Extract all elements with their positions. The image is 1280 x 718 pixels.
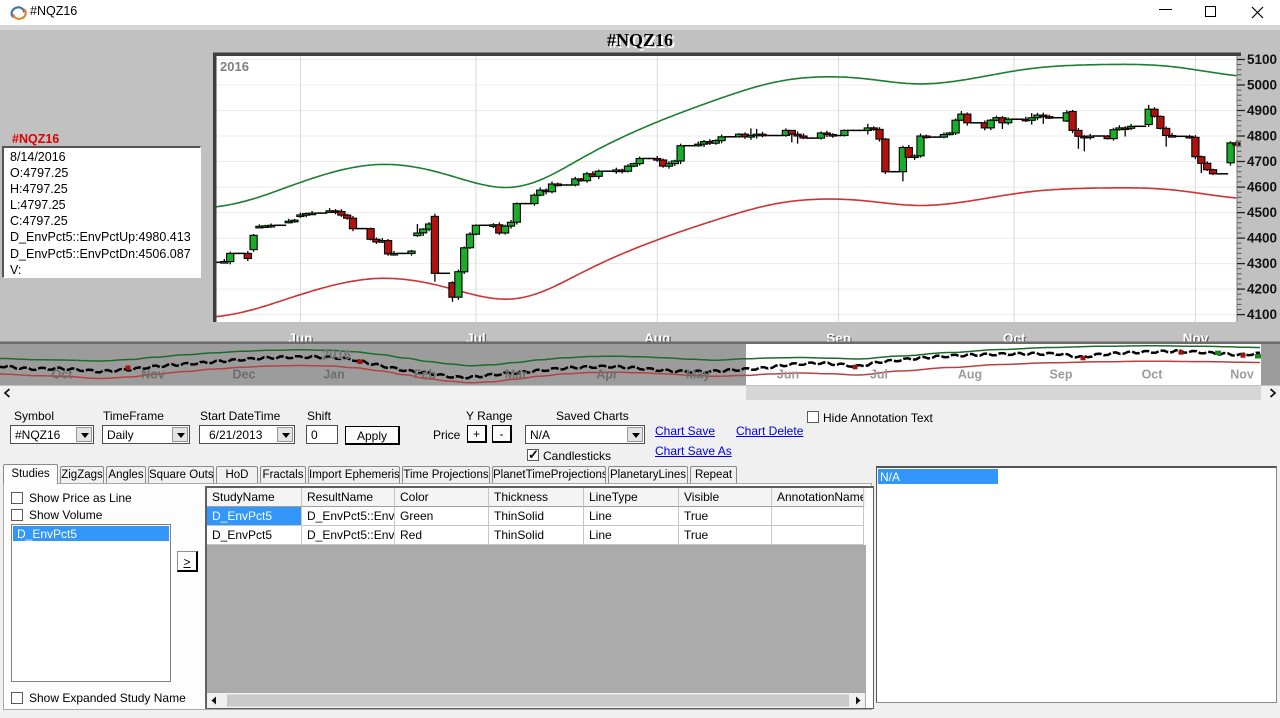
svg-text:4100: 4100	[1247, 307, 1277, 322]
svg-text:Dec: Dec	[233, 368, 256, 382]
svg-text:Feb: Feb	[414, 368, 437, 382]
svg-text:Nov: Nov	[141, 368, 165, 382]
svg-text:4300: 4300	[1247, 256, 1277, 271]
svg-text:Apr: Apr	[596, 368, 618, 382]
svg-text:2016: 2016	[220, 59, 249, 74]
svg-text:2016: 2016	[322, 347, 351, 362]
svg-text:4700: 4700	[1247, 154, 1277, 169]
svg-text:4900: 4900	[1247, 103, 1277, 118]
svg-text:4200: 4200	[1247, 282, 1277, 297]
svg-text:Jul: Jul	[870, 368, 888, 382]
svg-text:Jun: Jun	[777, 368, 799, 382]
svg-text:Oct: Oct	[52, 368, 74, 382]
svg-text:4600: 4600	[1247, 180, 1277, 195]
svg-text:Aug: Aug	[958, 368, 982, 382]
svg-text:4400: 4400	[1247, 231, 1277, 246]
svg-text:Nov: Nov	[1230, 368, 1254, 382]
svg-text:Sep: Sep	[1050, 368, 1073, 382]
svg-text:Jan: Jan	[323, 368, 345, 382]
svg-text:4500: 4500	[1247, 205, 1277, 220]
svg-text:4800: 4800	[1247, 129, 1277, 144]
svg-text:5000: 5000	[1247, 78, 1277, 93]
svg-text:5100: 5100	[1247, 52, 1277, 67]
svg-text:Mar: Mar	[505, 368, 527, 382]
svg-text:May: May	[686, 368, 710, 382]
svg-text:Oct: Oct	[1142, 368, 1164, 382]
